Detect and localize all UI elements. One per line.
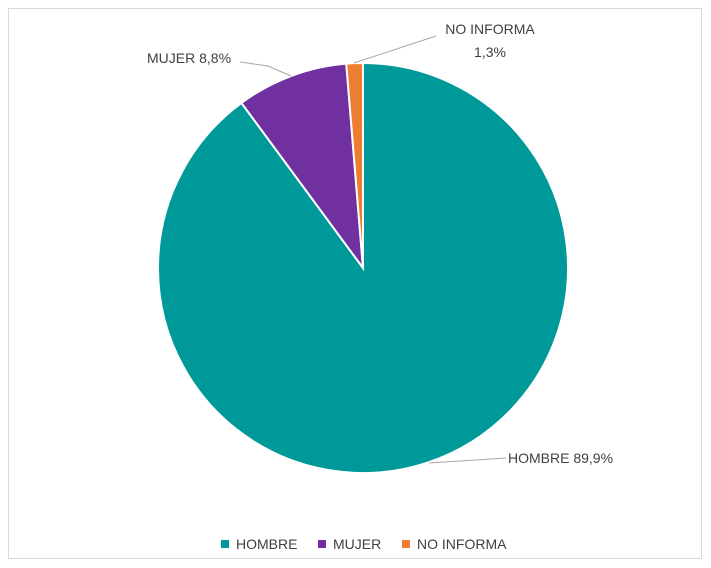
pie-slices bbox=[157, 61, 569, 474]
label-mujer-category: MUJER bbox=[147, 50, 195, 66]
legend: HOMBRE MUJER NO INFORMA bbox=[221, 536, 507, 552]
pie-slice-mujer bbox=[240, 62, 365, 272]
legend-label-mujer: MUJER bbox=[333, 536, 381, 552]
label-hombre: HOMBRE 89,9% bbox=[508, 450, 613, 466]
label-hombre-value: 89,9% bbox=[573, 450, 613, 466]
label-mujer: MUJER 8,8% bbox=[147, 50, 231, 66]
label-no-informa-value: 1,3% bbox=[474, 44, 506, 60]
pie-slice-hombre bbox=[157, 61, 569, 474]
legend-label-no-informa: NO INFORMA bbox=[417, 536, 507, 552]
leader-line-no-informa bbox=[353, 35, 437, 64]
label-mujer-value: 8,8% bbox=[199, 50, 231, 66]
label-hombre-category: HOMBRE bbox=[508, 450, 569, 466]
leader-lines bbox=[239, 35, 507, 464]
legend-swatch-mujer bbox=[318, 540, 326, 548]
leader-line-mujer bbox=[239, 61, 292, 77]
legend-swatch-hombre bbox=[221, 540, 229, 548]
label-no-informa-category: NO INFORMA bbox=[445, 21, 535, 37]
legend-swatch-no-informa bbox=[402, 540, 410, 548]
legend-label-hombre: HOMBRE bbox=[236, 536, 297, 552]
leader-line-hombre bbox=[428, 457, 507, 464]
